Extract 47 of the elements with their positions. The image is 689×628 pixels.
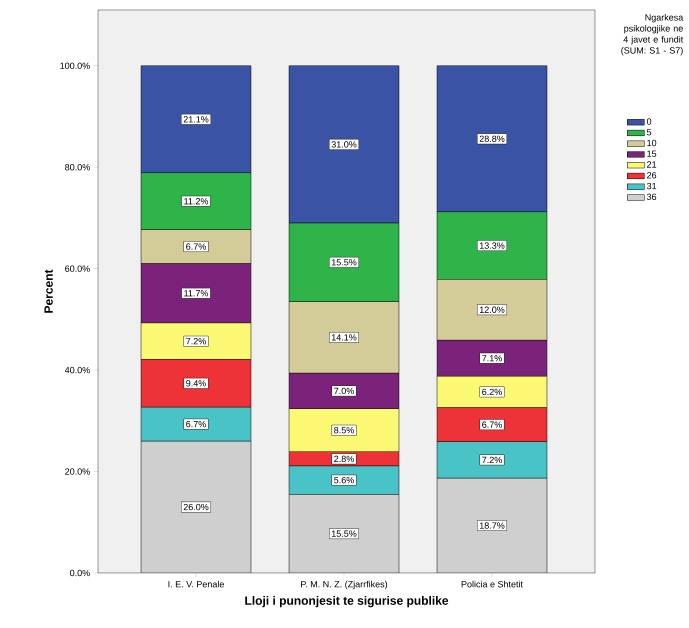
data-label: 18.7% (480, 522, 504, 529)
x-tick-label: I. E. V. Penale (168, 580, 224, 588)
data-label: 9.4% (186, 380, 206, 386)
y-tick-label: 20.0% (65, 468, 90, 475)
data-label: 15.5% (332, 530, 356, 537)
data-label: 31.0% (332, 141, 356, 148)
y-tick-label: 40.0% (64, 366, 90, 374)
data-label: 13.3% (480, 242, 504, 249)
legend-label: 15 (647, 150, 656, 157)
y-tick-label: 100.0% (60, 62, 90, 69)
y-tick-label: 60.0% (65, 265, 90, 272)
data-label: 5.6% (334, 476, 354, 484)
data-label: 11.7% (184, 290, 208, 296)
bar (288, 494, 400, 573)
data-label: 15.5% (332, 259, 356, 266)
legend-label: 26 (647, 172, 656, 178)
legend-label: 10 (647, 140, 656, 146)
data-label: 6.2% (482, 388, 502, 396)
data-label: 14.1% (332, 334, 356, 341)
legend-label: 31 (646, 182, 656, 190)
legend-label: 0 (646, 118, 652, 125)
y-tick-label: 0.0% (70, 570, 90, 576)
data-label: 21.1% (184, 116, 208, 122)
legend-label: 36 (646, 194, 656, 200)
bar (436, 478, 548, 573)
data-label: 26.0% (184, 504, 208, 510)
legend-label: 21 (647, 161, 656, 168)
data-label: 6.7% (482, 421, 502, 428)
legend-label: 5 (646, 129, 652, 136)
data-label: 8.5% (334, 427, 354, 434)
y-axis-title: Percent (44, 270, 53, 313)
legend-title: Ngarkesa psikologjike ne 4 javet e fundit (SUM: S1 - S7) (621, 14, 684, 56)
data-label: 2.8% (334, 456, 354, 462)
data-label: 6.7% (186, 420, 206, 428)
y-tick-label: 80.0% (65, 164, 90, 170)
data-label: 7.0% (334, 388, 354, 394)
data-label: 7.2% (482, 456, 502, 464)
data-label: 11.2% (184, 198, 208, 204)
data-label: 28.8% (480, 136, 504, 142)
data-label: 6.7% (186, 243, 206, 250)
x-tick-label: P. M. N. Z. (Zjarrfikes) (301, 580, 388, 590)
data-label: 7.1% (482, 355, 502, 362)
x-axis-title: Lloji i punonjesit te sigurise publike (245, 596, 448, 608)
bar (140, 440, 252, 573)
x-tick-label: Policia e Shtetit (462, 580, 523, 588)
data-label: 7.2% (186, 338, 206, 344)
data-label: 12.0% (480, 306, 504, 313)
